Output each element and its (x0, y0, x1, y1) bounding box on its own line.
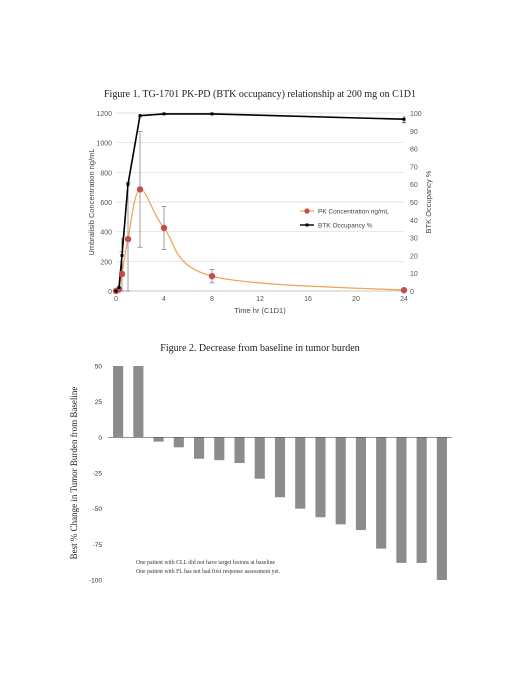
x-tick-label: 8 (210, 296, 214, 303)
x-tick-label: 20 (352, 296, 360, 303)
y-tick-label: 1200 (96, 111, 112, 118)
bar (214, 437, 225, 461)
bar (396, 437, 407, 563)
y2-tick-label: 40 (410, 218, 418, 225)
y2-tick-label: 90 (410, 129, 418, 136)
bar (335, 437, 346, 525)
y-axis-label: Best % Change in Tumor Burden from Basel… (69, 387, 79, 560)
bar (173, 437, 184, 448)
x-tick-label: 0 (114, 296, 118, 303)
y2-tick-label: 50 (410, 200, 418, 207)
y2-tick-label: 20 (410, 253, 418, 260)
bar (274, 437, 286, 498)
legend-btk-marker (305, 223, 309, 227)
btk-data-point (402, 117, 406, 121)
y-tick-label: -50 (93, 506, 103, 513)
bar (295, 437, 306, 509)
y2-tick-label: 10 (410, 271, 418, 278)
y2-tick-label: 60 (410, 182, 418, 189)
pk-data-point (124, 235, 132, 243)
y-tick-label: 600 (100, 200, 112, 207)
x-axis-label: Time hr (C1D1) (234, 306, 286, 315)
figure1-title: Figure 1. TG-1701 PK-PD (BTK occupancy) … (104, 89, 416, 100)
figure2-title: Figure 2. Decrease from baseline in tumo… (160, 343, 360, 354)
bar (355, 437, 366, 531)
y2-tick-label: 30 (410, 236, 418, 243)
y2-tick-label: 70 (410, 164, 418, 171)
y-tick-label: -75 (93, 542, 103, 549)
x-tick-label: 24 (400, 296, 408, 303)
btk-data-point (138, 114, 142, 118)
y-tick-label: 400 (100, 230, 112, 237)
btk-data-point (210, 112, 214, 116)
bar (376, 437, 387, 549)
x-tick-label: 4 (162, 296, 166, 303)
legend-btk-label: BTK Occupancy % (318, 223, 373, 230)
bar (254, 437, 265, 479)
y-tick-label: 0 (98, 435, 102, 442)
y-tick-label: -100 (89, 578, 102, 585)
pk-data-point (136, 186, 144, 193)
btk-data-point (114, 289, 118, 293)
legend-pk-marker (304, 208, 310, 214)
pk-data-point (208, 272, 216, 280)
bar (133, 366, 144, 438)
note-line: One patient with CLL did not have target… (136, 560, 276, 566)
x-tick-label: 16 (304, 296, 312, 303)
figure1-chart: 0200400600800100012000102030405060708090… (87, 111, 433, 315)
y-tick-label: 200 (100, 259, 112, 266)
y2-tick-label: 100 (410, 111, 422, 118)
btk-data-point (120, 253, 124, 257)
pk-data-point (160, 224, 168, 232)
y-tick-label: 800 (100, 170, 112, 177)
bar (153, 437, 164, 442)
x-tick-label: 12 (256, 296, 264, 303)
y2-axis-label: BTK Occupancy % (424, 170, 433, 233)
btk-data-point (162, 112, 166, 116)
y-tick-label: 25 (95, 399, 103, 406)
bar (194, 437, 205, 459)
bar (315, 437, 326, 518)
y-tick-label: 0 (108, 289, 112, 296)
pk-data-point (118, 270, 126, 278)
y-tick-label: -25 (93, 471, 103, 478)
btk-series-line (115, 113, 405, 292)
btk-data-point (126, 182, 130, 186)
pk-data-point (400, 287, 408, 294)
y2-tick-label: 0 (410, 289, 414, 296)
y-axis-label: Umbralisib Concentration ng/mL (87, 148, 96, 255)
btk-data-point (117, 285, 121, 289)
y2-tick-label: 80 (410, 147, 418, 154)
y-tick-label: 1000 (96, 141, 112, 148)
bar (436, 437, 447, 580)
bar (416, 437, 427, 563)
bar (113, 366, 124, 438)
bar (234, 437, 245, 464)
note-line: One patient with FL has not had first re… (136, 568, 281, 575)
y-tick-label: 50 (95, 364, 103, 371)
legend-pk-label: PK Concentration ng/mL (318, 209, 389, 216)
